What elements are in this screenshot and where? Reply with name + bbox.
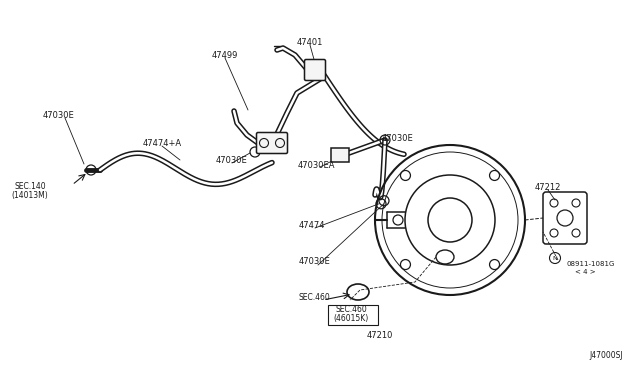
Text: 47499: 47499 <box>212 51 238 60</box>
Text: 47030E: 47030E <box>299 257 331 266</box>
Text: < 4 >: < 4 > <box>575 269 596 275</box>
Text: SEC.460: SEC.460 <box>298 294 330 302</box>
Text: J47000SJ: J47000SJ <box>589 350 623 359</box>
Text: 47030E: 47030E <box>216 155 248 164</box>
Text: (46015K): (46015K) <box>333 314 369 323</box>
Text: (14013M): (14013M) <box>12 190 49 199</box>
FancyBboxPatch shape <box>305 60 326 80</box>
Text: 47210: 47210 <box>367 331 393 340</box>
Text: 47212: 47212 <box>535 183 561 192</box>
Text: 47030E: 47030E <box>42 110 74 119</box>
Text: SEC.140: SEC.140 <box>14 182 46 190</box>
Text: 47030EA: 47030EA <box>297 160 335 170</box>
FancyBboxPatch shape <box>331 148 349 162</box>
Text: 47401: 47401 <box>297 38 323 46</box>
Text: N: N <box>552 256 557 260</box>
FancyBboxPatch shape <box>257 132 287 154</box>
Text: 47030E: 47030E <box>382 134 413 142</box>
Text: SEC.460: SEC.460 <box>335 305 367 314</box>
Text: 47474: 47474 <box>299 221 325 230</box>
Text: 08911-1081G: 08911-1081G <box>567 261 616 267</box>
Text: 47474+A: 47474+A <box>143 138 182 148</box>
